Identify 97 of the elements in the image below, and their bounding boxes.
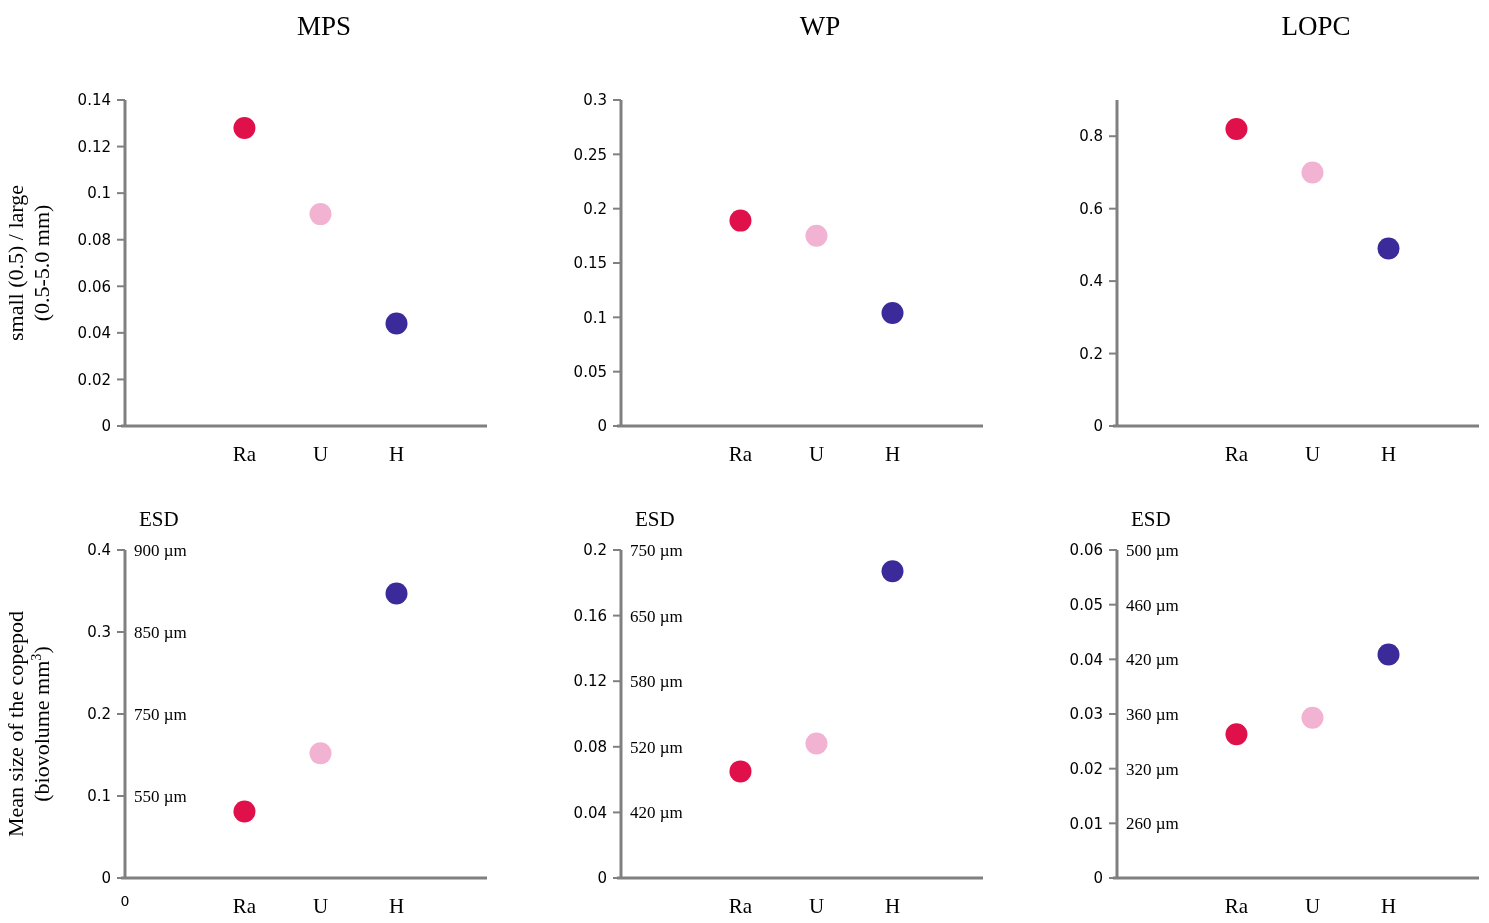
x-tick-label: U (1304, 894, 1321, 918)
y-tick-label: 0.02 (1069, 759, 1103, 778)
y-tick-label: 0.06 (1069, 541, 1103, 560)
y-axis-title: small (0.5) / large (0.5-5.0 mm) (3, 185, 54, 341)
y-tick-label: 0.08 (573, 738, 607, 757)
text: 520 µm (630, 737, 683, 757)
text: 900 µm (134, 540, 187, 560)
x-tick-label: U (312, 894, 329, 918)
x-tick-label: Ra (1224, 894, 1249, 918)
text: 750 µm (630, 540, 683, 560)
y-tick-label: 0.12 (573, 672, 607, 691)
y-tick-label: 0.1 (87, 184, 111, 203)
point (1225, 117, 1248, 140)
y-tick-label: 0.05 (1069, 595, 1103, 614)
x-tick-label: Ra (232, 442, 257, 466)
chart-title: MPS (297, 11, 352, 41)
y-tick-label: 0.2 (87, 705, 111, 724)
y-tick-label: 0.6 (1079, 199, 1103, 218)
text: 580 µm (630, 672, 683, 692)
x-tick-label: U (1304, 442, 1321, 466)
y-tick-label: 0.01 (1069, 814, 1103, 833)
point (1377, 237, 1400, 260)
x-tick-label: Ra (232, 894, 257, 918)
y-tick-label: 0.02 (77, 370, 111, 389)
y-tick-label: 0.14 (77, 91, 111, 110)
text: 500 µm (1126, 540, 1179, 560)
point (881, 301, 904, 324)
y-tick-label: 0.3 (583, 91, 607, 110)
y-tick-label: 0.04 (573, 803, 607, 822)
y-tick-label: 0.4 (1079, 272, 1103, 291)
y-tick-label: 0.2 (583, 541, 607, 560)
y-tick-label: 0 (1093, 417, 1103, 436)
text: 850 µm (134, 622, 187, 642)
text: 650 µm (630, 606, 683, 626)
y-tick-label: 0.3 (87, 623, 111, 642)
y-tick-label: 0.15 (573, 254, 607, 273)
text: 460 µm (1126, 595, 1179, 615)
y-tick-label: 0.04 (77, 324, 111, 343)
x-tick-label: U (808, 442, 825, 466)
text: ESD (1131, 507, 1171, 531)
y-tick-label: 0.16 (573, 606, 607, 625)
y-tick-label: 0 (101, 869, 111, 888)
y-tick-label: 0.03 (1069, 705, 1103, 724)
point (1225, 723, 1248, 746)
y-tick-label: 0 (597, 869, 607, 888)
y-tick-label: 0.8 (1079, 127, 1103, 146)
chart-title: WP (799, 11, 841, 41)
x-tick-label: Ra (728, 442, 753, 466)
point (729, 760, 752, 783)
point (385, 312, 408, 335)
y-tick-label: 0 (597, 417, 607, 436)
text: ESD (635, 507, 675, 531)
point (309, 203, 332, 226)
text: 320 µm (1126, 759, 1179, 779)
x-tick-label: H (388, 442, 405, 466)
text: ESD (139, 507, 179, 531)
x-tick-label: H (1380, 442, 1397, 466)
y-tick-label: 0.08 (77, 230, 111, 249)
y-tick-label: 0.1 (87, 787, 111, 806)
x-tick-label: Ra (1224, 442, 1249, 466)
point (233, 116, 256, 139)
text: 260 µm (1126, 814, 1179, 834)
text: 0 (120, 893, 130, 909)
y-tick-label: 0.05 (573, 362, 607, 381)
point (881, 560, 904, 583)
point (729, 209, 752, 232)
y-tick-label: 0.12 (77, 137, 111, 156)
point (233, 800, 256, 823)
x-tick-label: H (884, 442, 901, 466)
x-tick-label: H (884, 894, 901, 918)
point (805, 732, 828, 755)
x-tick-label: H (388, 894, 405, 918)
y-tick-label: 0.25 (573, 145, 607, 164)
y-tick-label: 0.2 (1079, 344, 1103, 363)
y-tick-label: 0.4 (87, 541, 111, 560)
text: 420 µm (1126, 650, 1179, 670)
y-tick-label: 0.2 (583, 199, 607, 218)
y-tick-label: 0 (1093, 869, 1103, 888)
point (1301, 161, 1324, 184)
x-tick-label: U (808, 894, 825, 918)
y-tick-label: 0.1 (583, 308, 607, 327)
text: 360 µm (1126, 704, 1179, 724)
chart-title: LOPC (1281, 11, 1351, 41)
point (1377, 643, 1400, 666)
point (1301, 706, 1324, 729)
y-tick-label: 0.04 (1069, 650, 1103, 669)
x-tick-label: H (1380, 894, 1397, 918)
point (309, 742, 332, 765)
y-tick-label: 0 (101, 417, 111, 436)
x-tick-label: U (312, 442, 329, 466)
y-tick-label: 0.06 (77, 277, 111, 296)
text: 550 µm (134, 786, 187, 806)
point (385, 582, 408, 605)
text: 420 µm (630, 803, 683, 823)
x-tick-label: Ra (728, 894, 753, 918)
text: 750 µm (134, 704, 187, 724)
point (805, 224, 828, 247)
